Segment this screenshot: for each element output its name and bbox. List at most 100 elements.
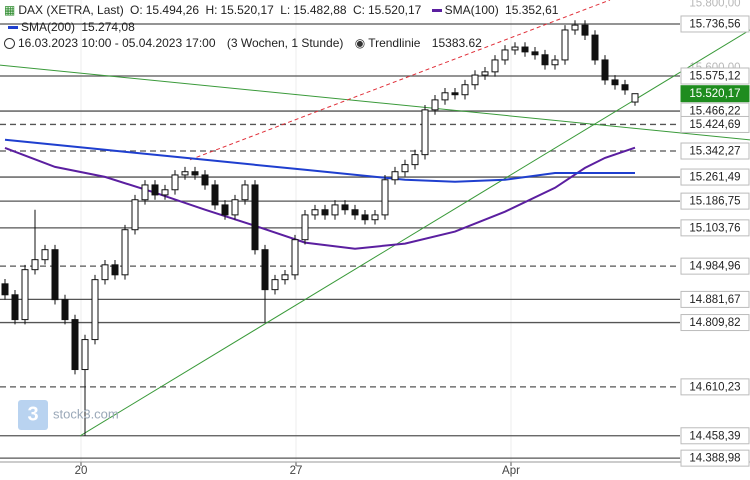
clock-icon bbox=[4, 38, 15, 50]
price-label: 15.736,56 bbox=[689, 19, 740, 31]
candle-body bbox=[301, 214, 309, 241]
candle-body bbox=[231, 199, 239, 216]
candle-body bbox=[471, 74, 479, 86]
legend-swatch bbox=[431, 9, 442, 13]
candle-body bbox=[71, 319, 79, 371]
chart-header: ▦ DAX (XETRA, Last) O: 15.494,26 H: 15.520,… bbox=[4, 2, 561, 52]
header-row: ▦ DAX (XETRA, Last) O: 15.494,26 H: 15.520,… bbox=[4, 2, 561, 19]
header-row: 16.03.2023 10:00 - 05.04.2023 17:00 (3 W… bbox=[4, 35, 561, 52]
price-label: 14.984,96 bbox=[689, 261, 740, 273]
candle-body bbox=[91, 279, 99, 341]
header-row: SMA(200) 15.274,08 bbox=[4, 19, 561, 36]
candle-body bbox=[401, 164, 409, 173]
candle-body bbox=[341, 204, 349, 211]
price-label: 15.261,49 bbox=[689, 172, 740, 184]
price-label-box bbox=[680, 378, 750, 396]
candle-body bbox=[11, 294, 19, 321]
candle-body bbox=[41, 249, 49, 261]
ohlc-value: 15.520,17 bbox=[367, 3, 422, 17]
candle-body bbox=[291, 239, 299, 276]
candle-body bbox=[31, 259, 39, 271]
candle-body bbox=[61, 299, 69, 321]
price-label: 15.575,12 bbox=[689, 71, 740, 83]
candle-body bbox=[1, 283, 9, 296]
price-label: 15.103,76 bbox=[689, 222, 740, 234]
candle-body bbox=[261, 249, 269, 291]
trendline-icon: ◉ bbox=[354, 36, 366, 50]
candle-body bbox=[431, 99, 439, 111]
trendline-label: Trendlinie bbox=[368, 36, 421, 50]
candle-body bbox=[501, 49, 509, 61]
price-label: 15.520,17 bbox=[689, 88, 740, 100]
candle-body bbox=[281, 274, 289, 281]
candle-body bbox=[441, 92, 449, 101]
price-label-box bbox=[680, 67, 750, 85]
candle-body bbox=[561, 29, 569, 61]
candle-body bbox=[131, 199, 139, 231]
price-label: 14.388,98 bbox=[689, 453, 740, 465]
ohlc-label: O: bbox=[130, 3, 143, 17]
candle-body bbox=[551, 59, 559, 66]
candle-body bbox=[21, 269, 29, 321]
trend-line bbox=[0, 64, 750, 141]
candle-body bbox=[571, 24, 579, 31]
candle-body bbox=[111, 264, 119, 276]
price-label: 15.342,27 bbox=[689, 146, 740, 158]
price-label-box bbox=[680, 115, 750, 133]
sma-line bbox=[4, 138, 635, 183]
ohlc-value: 15.520,17 bbox=[220, 3, 274, 17]
ohlc-label: C: bbox=[352, 3, 365, 17]
candle-body bbox=[381, 179, 389, 216]
candle-body bbox=[391, 171, 399, 181]
candle-body bbox=[121, 229, 129, 276]
ohlc-label: L: bbox=[280, 3, 291, 17]
chart-icon: ▦ bbox=[4, 3, 16, 17]
ohlc-value: 15.494,26 bbox=[145, 3, 200, 17]
price-label-box bbox=[680, 449, 750, 467]
legend-label: SMA(100) bbox=[444, 3, 499, 17]
price-label: 15.424,69 bbox=[689, 119, 740, 131]
candle-body bbox=[251, 184, 259, 251]
price-label: 14.881,67 bbox=[689, 294, 740, 306]
candle-body bbox=[211, 184, 219, 206]
candle-body bbox=[541, 54, 549, 66]
candle-body bbox=[151, 184, 159, 196]
legend-value: 15.352,61 bbox=[505, 3, 559, 17]
candle-body bbox=[601, 59, 609, 81]
price-label-box bbox=[680, 314, 750, 332]
candle-body bbox=[271, 279, 279, 291]
candle-body bbox=[481, 71, 489, 76]
candle-body bbox=[411, 154, 419, 166]
price-label-box bbox=[680, 219, 750, 237]
candle-body bbox=[181, 171, 189, 176]
candle-body bbox=[611, 79, 619, 86]
y-tick-label: 15.800,00 bbox=[689, 0, 740, 10]
candle-body bbox=[361, 214, 369, 221]
trend-line bbox=[189, 0, 611, 161]
candle-body bbox=[371, 214, 379, 221]
candle-body bbox=[461, 84, 469, 96]
x-tick-label: 27 bbox=[290, 465, 303, 477]
watermark-logo bbox=[18, 400, 48, 430]
legend-value: 15.274,08 bbox=[81, 19, 135, 34]
sma-line bbox=[4, 146, 636, 250]
candle-body bbox=[241, 184, 249, 201]
candle-body bbox=[51, 249, 59, 301]
candle-body bbox=[311, 209, 319, 216]
candle-body bbox=[351, 209, 359, 216]
price-label-box bbox=[680, 257, 750, 275]
price-label-box bbox=[680, 142, 750, 160]
x-tick-label: Apr bbox=[502, 465, 520, 477]
ohlc-value: 15.482,88 bbox=[293, 3, 347, 17]
candle-body bbox=[331, 204, 339, 216]
candle-body bbox=[451, 92, 459, 96]
price-label: 15.186,75 bbox=[689, 196, 740, 208]
price-label-box bbox=[680, 85, 750, 103]
candle-body bbox=[621, 84, 629, 91]
candle-body bbox=[421, 109, 429, 156]
interval: (3 Wochen, 1 Stunde) bbox=[226, 36, 344, 50]
price-label-box bbox=[680, 427, 750, 445]
x-tick-label: 20 bbox=[75, 465, 88, 477]
